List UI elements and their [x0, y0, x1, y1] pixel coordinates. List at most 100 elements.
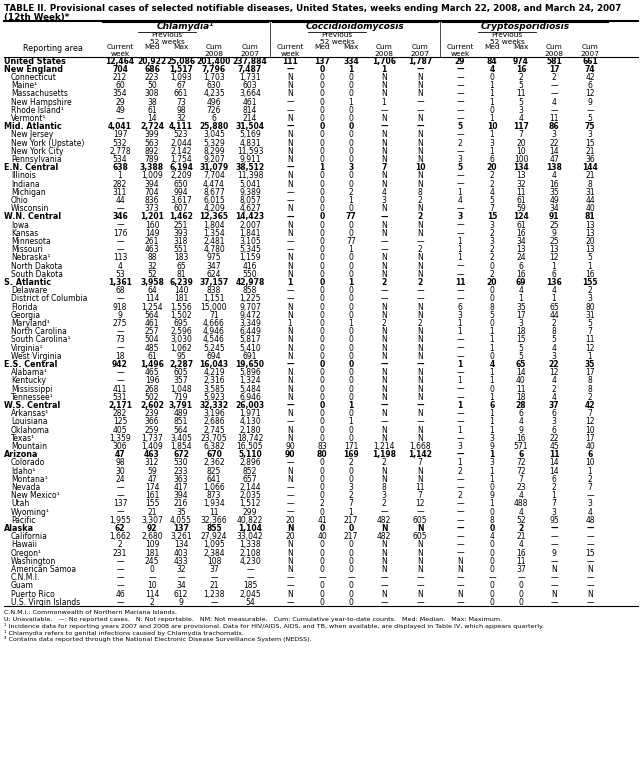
Text: —: — — [286, 106, 294, 115]
Text: 8,057: 8,057 — [239, 196, 261, 205]
Text: 1: 1 — [348, 278, 354, 287]
Text: 347: 347 — [206, 262, 221, 271]
Text: —: — — [456, 524, 463, 533]
Text: 0: 0 — [320, 155, 324, 164]
Text: New York (Upstate): New York (Upstate) — [11, 139, 85, 148]
Text: Cum
2007: Cum 2007 — [410, 44, 429, 57]
Text: N: N — [417, 384, 423, 393]
Text: —: — — [380, 286, 388, 295]
Text: 3,617: 3,617 — [170, 196, 192, 205]
Text: 942: 942 — [112, 360, 128, 369]
Text: 201,400: 201,400 — [197, 56, 231, 65]
Text: Reporting area: Reporting area — [23, 44, 83, 53]
Text: —: — — [286, 295, 294, 304]
Text: 34: 34 — [549, 204, 559, 213]
Text: 40: 40 — [317, 532, 327, 541]
Text: 0: 0 — [519, 590, 524, 599]
Text: 0: 0 — [349, 270, 353, 279]
Text: 2,481: 2,481 — [203, 237, 225, 246]
Text: 0: 0 — [349, 171, 353, 180]
Text: 0: 0 — [490, 262, 494, 271]
Text: 0: 0 — [349, 598, 353, 607]
Text: N: N — [381, 475, 387, 484]
Text: N: N — [417, 89, 423, 98]
Text: 11: 11 — [415, 483, 425, 492]
Text: 4: 4 — [490, 188, 494, 197]
Text: 217: 217 — [344, 516, 358, 525]
Text: 4: 4 — [551, 97, 556, 107]
Text: 16: 16 — [516, 434, 526, 443]
Text: 6,194: 6,194 — [169, 163, 193, 172]
Text: N: N — [381, 524, 387, 533]
Text: 5: 5 — [588, 253, 592, 263]
Text: N: N — [417, 73, 423, 82]
Text: —: — — [116, 377, 124, 385]
Text: 32: 32 — [176, 114, 186, 123]
Text: 311: 311 — [113, 188, 127, 197]
Text: 2: 2 — [149, 598, 154, 607]
Text: West Virginia: West Virginia — [11, 352, 62, 361]
Text: —: — — [586, 540, 594, 549]
Text: —: — — [550, 581, 558, 591]
Text: 4: 4 — [551, 393, 556, 402]
Text: 0: 0 — [349, 286, 353, 295]
Text: 1,706: 1,706 — [372, 56, 396, 65]
Text: Connecticut: Connecticut — [11, 73, 57, 82]
Text: 9,389: 9,389 — [239, 188, 261, 197]
Text: 40: 40 — [516, 377, 526, 385]
Text: 21: 21 — [516, 532, 526, 541]
Text: 1,062: 1,062 — [171, 344, 192, 352]
Text: (12th Week)*: (12th Week)* — [4, 13, 69, 22]
Text: 2: 2 — [118, 540, 122, 549]
Text: N: N — [381, 327, 387, 336]
Text: 1,095: 1,095 — [203, 540, 225, 549]
Text: 0: 0 — [320, 409, 324, 419]
Text: N: N — [381, 466, 387, 476]
Text: N: N — [381, 130, 387, 139]
Text: 354: 354 — [113, 89, 128, 98]
Text: 0: 0 — [320, 581, 324, 591]
Text: 9,472: 9,472 — [239, 310, 261, 320]
Text: 5,896: 5,896 — [239, 368, 261, 377]
Text: —: — — [456, 286, 464, 295]
Text: —: — — [456, 171, 464, 180]
Text: Mountain: Mountain — [11, 442, 47, 451]
Text: N: N — [417, 565, 423, 574]
Text: 534: 534 — [113, 155, 128, 164]
Text: 8: 8 — [490, 516, 494, 525]
Text: 0: 0 — [349, 295, 353, 304]
Text: N: N — [381, 89, 387, 98]
Text: 1: 1 — [458, 377, 462, 385]
Text: 657: 657 — [243, 475, 257, 484]
Text: 37: 37 — [209, 565, 219, 574]
Text: 0: 0 — [489, 524, 495, 533]
Text: 10: 10 — [516, 147, 526, 156]
Text: 3: 3 — [551, 417, 556, 426]
Text: 1,841: 1,841 — [239, 229, 261, 237]
Text: 20: 20 — [516, 139, 526, 148]
Text: 2: 2 — [381, 319, 387, 328]
Text: 1,934: 1,934 — [203, 499, 225, 508]
Text: 1: 1 — [458, 360, 463, 369]
Text: S. Atlantic: S. Atlantic — [4, 278, 51, 287]
Text: 0: 0 — [490, 590, 494, 599]
Text: United States: United States — [4, 56, 66, 65]
Text: —: — — [380, 581, 388, 591]
Text: 0: 0 — [349, 89, 353, 98]
Text: 5,410: 5,410 — [239, 344, 261, 352]
Text: 564: 564 — [174, 425, 188, 435]
Text: 11: 11 — [209, 508, 219, 517]
Text: —: — — [586, 491, 594, 500]
Text: —: — — [456, 549, 464, 558]
Text: 605: 605 — [413, 532, 428, 541]
Text: N: N — [287, 368, 293, 377]
Text: Iowa: Iowa — [11, 221, 29, 230]
Text: 1,048: 1,048 — [171, 384, 192, 393]
Text: N: N — [381, 540, 387, 549]
Text: 2: 2 — [552, 483, 556, 492]
Text: N: N — [417, 475, 423, 484]
Text: 530: 530 — [174, 458, 188, 467]
Text: 0: 0 — [320, 393, 324, 402]
Text: 704: 704 — [112, 65, 128, 74]
Text: 0: 0 — [320, 466, 324, 476]
